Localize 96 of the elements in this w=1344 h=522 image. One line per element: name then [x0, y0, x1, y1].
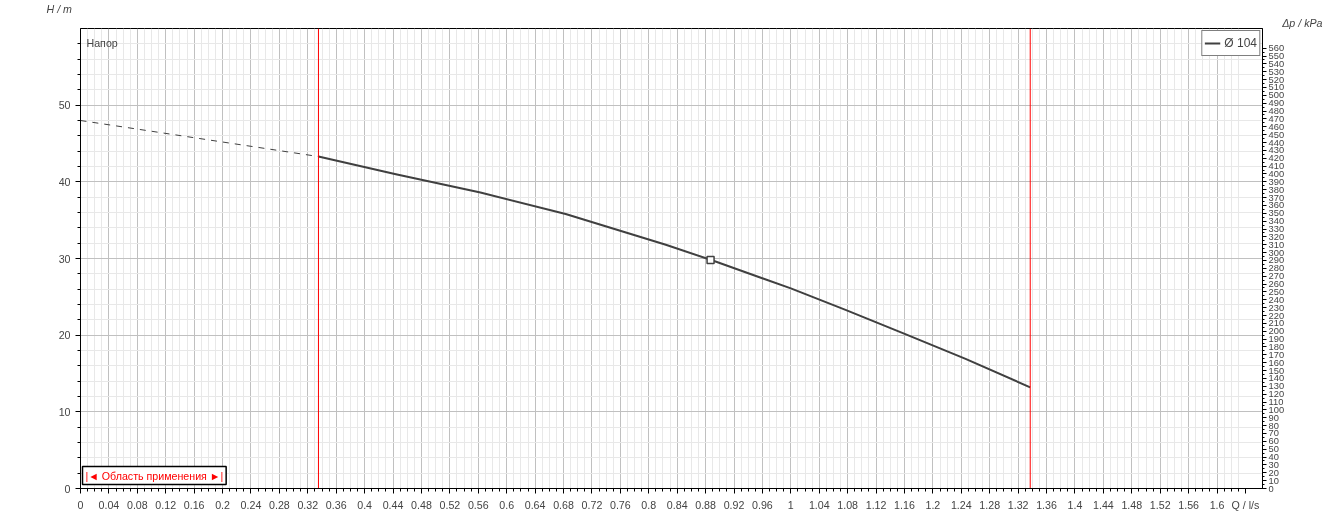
x-tick-label: 0.92	[723, 498, 745, 511]
y2-tick-label: 440	[1268, 137, 1285, 148]
y2-tick-label: 510	[1268, 82, 1285, 93]
y2-tick-label: 70	[1268, 428, 1279, 439]
y2-tick-label: 90	[1268, 412, 1279, 423]
x-tick-label: 0.12	[155, 498, 177, 511]
x-tick-label: 1.6	[1209, 498, 1225, 511]
y2-tick-label: 530	[1268, 66, 1285, 77]
x-tick-label: 0.76	[609, 498, 631, 511]
y2-tick-label: 500	[1268, 90, 1285, 101]
x-tick-label: 0.56	[467, 498, 489, 511]
annotation: |◄ Область применения ►|	[85, 469, 224, 482]
y2-tick-label: 20	[1268, 467, 1279, 478]
x-tick-label: 1.04	[808, 498, 830, 511]
x-tick-label: 0.28	[269, 498, 290, 511]
x-tick-label: 1.12	[865, 498, 887, 511]
x-tick-label: 0.88	[695, 498, 717, 511]
annotation: Напор	[86, 36, 118, 49]
x-tick-label: 1.08	[837, 498, 859, 511]
x-tick-label: 1.52	[1149, 498, 1171, 511]
y2-tick-label: 270	[1268, 271, 1285, 282]
x-tick-label: 0.2	[215, 498, 231, 511]
x-tick-label: 0.44	[382, 498, 404, 511]
legend-label: Ø 104	[1224, 36, 1257, 50]
y-tick-label: 50	[58, 99, 71, 112]
y2-tick-label: 280	[1268, 263, 1285, 274]
y2-tick-label: 120	[1268, 389, 1285, 400]
y2-tick-label: 290	[1268, 255, 1285, 266]
x-tick-label: 0.24	[240, 498, 262, 511]
y2-tick-label: 150	[1268, 365, 1285, 376]
y2-tick-label: 80	[1268, 420, 1279, 431]
x-tick-label: 1.44	[1093, 498, 1114, 511]
x-tick-label: 0.84	[666, 498, 688, 511]
y2-tick-label: 230	[1268, 302, 1285, 313]
y2-tick-label: 380	[1268, 184, 1285, 195]
y2-tick-label: 140	[1268, 373, 1285, 384]
x-tick-label: 0.36	[325, 498, 347, 511]
x-tick-label: 1.36	[1036, 498, 1057, 511]
y-tick-label: 40	[58, 175, 71, 188]
x-tick-label: 1.28	[979, 498, 1001, 511]
x-tick-label: 0.32	[297, 498, 319, 511]
y2-tick-label: 460	[1268, 121, 1285, 132]
x-tick-label: 0.8	[641, 498, 657, 511]
y-tick-label: 0	[64, 482, 71, 495]
y2-tick-label: 170	[1268, 349, 1285, 360]
y2-tick-label: 100	[1268, 404, 1285, 415]
y-axis-title: H / m	[46, 2, 73, 15]
y2-tick-label: 240	[1268, 294, 1285, 305]
y2-tick-label: 50	[1268, 444, 1279, 455]
x-tick-label: 1.32	[1007, 498, 1029, 511]
x-tick-label: 0.48	[411, 498, 432, 511]
y-tick-label: 30	[58, 252, 71, 265]
x-tick-label: 0.72	[581, 498, 603, 511]
y2-tick-label: 60	[1268, 436, 1279, 447]
x-tick-label: 0.16	[183, 498, 205, 511]
y2-axis-title: Δp / kPa	[1281, 16, 1323, 29]
y2-tick-label: 450	[1268, 129, 1285, 140]
y2-tick-label: 430	[1268, 145, 1285, 156]
y2-tick-label: 340	[1268, 216, 1285, 227]
x-tick-label: 0.52	[439, 498, 461, 511]
y2-tick-label: 160	[1268, 357, 1285, 368]
y2-tick-label: 520	[1268, 74, 1285, 85]
y2-tick-label: 370	[1268, 192, 1285, 203]
y-tick-label: 10	[58, 405, 71, 418]
x-tick-label: 1.48	[1121, 498, 1143, 511]
y2-tick-label: 210	[1268, 318, 1285, 329]
y2-tick-label: 350	[1268, 208, 1285, 219]
x-tick-label: 0.08	[126, 498, 148, 511]
x-tick-label: 0.04	[98, 498, 120, 511]
y2-tick-label: 10	[1268, 475, 1279, 486]
x-tick-label: 1	[787, 498, 794, 511]
x-tick-label: 0.96	[752, 498, 773, 511]
x-tick-label: 0.68	[553, 498, 574, 511]
y2-tick-label: 360	[1268, 200, 1285, 211]
y2-tick-label: 560	[1268, 43, 1285, 54]
y2-tick-label: 110	[1268, 397, 1284, 407]
x-axis-title: Q / l/s	[1231, 498, 1260, 511]
x-tick-label: 0.6	[499, 498, 515, 511]
x-tick-label: 1.24	[950, 498, 972, 511]
y2-tick-label: 300	[1268, 247, 1285, 258]
x-tick-label: 0	[77, 498, 84, 511]
y2-tick-label: 420	[1268, 153, 1285, 164]
y2-tick-label: 310	[1268, 239, 1285, 250]
y-tick-label: 20	[58, 329, 71, 342]
y2-tick-label: 220	[1268, 310, 1285, 321]
x-tick-label: 1.4	[1067, 498, 1083, 511]
x-tick-label: 1.2	[925, 498, 941, 511]
y2-tick-label: 130	[1268, 381, 1285, 392]
y2-tick-label: 200	[1268, 326, 1285, 337]
x-tick-label: 1.16	[894, 498, 915, 511]
y2-tick-label: 490	[1268, 98, 1285, 109]
x-tick-label: 0.64	[524, 498, 546, 511]
y2-tick-label: 390	[1268, 176, 1285, 187]
x-tick-label: 0.4	[357, 498, 373, 511]
y2-tick-label: 0	[1268, 483, 1274, 494]
x-tick-label: 1.56	[1178, 498, 1200, 511]
